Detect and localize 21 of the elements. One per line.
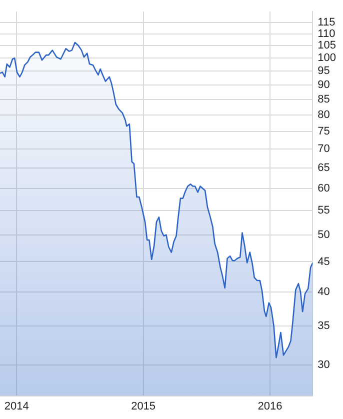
y-tick-label: 45: [318, 256, 330, 268]
y-tick-label: 90: [318, 78, 330, 91]
y-tick-label: 95: [318, 65, 330, 78]
y-tick-label: 105: [318, 40, 336, 52]
y-tick-label: 85: [318, 94, 330, 106]
y-tick-label: 55: [318, 204, 330, 217]
y-tick-label: 115: [318, 16, 336, 28]
y-tick-label: 70: [318, 143, 330, 156]
x-tick-label: 2014: [4, 400, 29, 412]
x-tick-label: 2016: [258, 400, 282, 412]
y-tick-label: 110: [318, 28, 336, 40]
x-tick-label: 2015: [131, 400, 156, 412]
y-tick-label: 100: [318, 52, 336, 64]
y-tick-label: 35: [318, 320, 330, 332]
y-tick-label: 80: [318, 109, 330, 122]
y-tick-label: 50: [318, 228, 330, 241]
y-tick-label: 30: [318, 359, 330, 372]
y-tick-label: 65: [318, 162, 330, 174]
y-tick-label: 75: [318, 125, 330, 138]
y-tick-label: 60: [318, 182, 330, 194]
y-tick-label: 40: [318, 286, 330, 298]
